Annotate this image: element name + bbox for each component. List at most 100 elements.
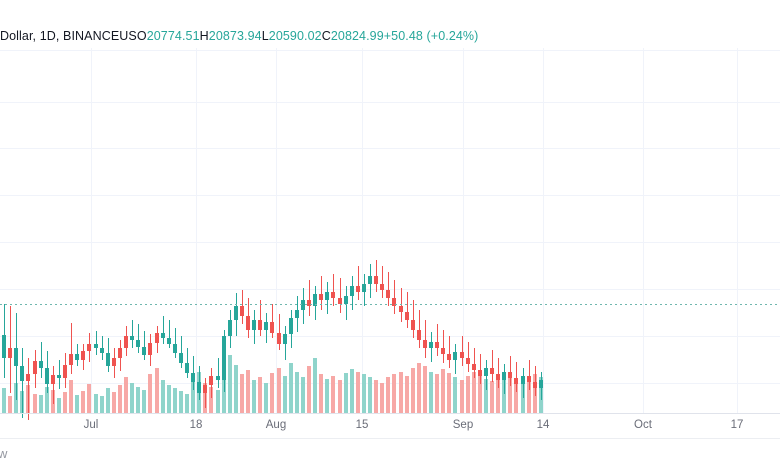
candle-wick [358, 266, 359, 300]
candle-body [423, 340, 427, 348]
legend-high-value: 20873.94 [208, 29, 262, 43]
candle-body [277, 333, 281, 344]
candle-body [8, 348, 12, 358]
volume-bar [527, 378, 531, 413]
volume-bar [2, 388, 6, 413]
horizontal-gridline [0, 242, 780, 243]
tradingview-watermark: w [0, 446, 8, 461]
candle-body [313, 294, 317, 306]
candle-body [447, 354, 451, 360]
candle-wick [163, 316, 164, 344]
volume-bar [87, 384, 91, 413]
volume-bar [374, 379, 378, 413]
candle-body [411, 320, 415, 330]
candle-body [240, 306, 244, 316]
volume-bar [118, 385, 122, 413]
candle-body [100, 348, 104, 353]
volume-bar [350, 368, 354, 413]
horizontal-gridline [0, 383, 780, 384]
candle-body [20, 366, 24, 381]
candle-body [362, 284, 366, 292]
volume-bar [466, 375, 470, 413]
candle-wick [279, 314, 280, 350]
volume-bar [386, 377, 390, 413]
volume-bar [228, 355, 232, 413]
time-axis[interactable]: Jul 18 Aug 15 Sep 14 Oct 17 [0, 413, 780, 438]
vertical-gridline [737, 48, 738, 413]
candle-wick [382, 266, 383, 298]
volume-bar [75, 395, 79, 413]
candle-body [197, 382, 201, 393]
volume-bar [63, 392, 67, 413]
candle-wick [529, 360, 530, 390]
volume-bar [106, 388, 110, 413]
volume-bar [270, 373, 274, 413]
candle-body [502, 372, 506, 380]
volume-bar [167, 385, 171, 413]
candle-body [472, 364, 476, 370]
volume-bar [392, 374, 396, 413]
candle-body [405, 312, 409, 320]
volume-bar [240, 374, 244, 413]
vertical-gridline [543, 48, 544, 413]
candle-wick [22, 348, 23, 418]
volume-bar [338, 379, 342, 413]
legend-close-key: C [321, 29, 331, 43]
candle-body [69, 354, 73, 365]
volume-bar [136, 386, 140, 413]
volume-bar [258, 377, 262, 413]
candle-wick [218, 358, 219, 388]
volume-bar [453, 377, 457, 413]
candle-wick [260, 300, 261, 336]
volume-bar [179, 390, 183, 413]
candle-body [191, 373, 195, 382]
volume-bar [57, 397, 61, 413]
volume-bar [417, 363, 421, 413]
candle-body [2, 335, 6, 358]
legend-low-key: L [261, 29, 269, 43]
candle-wick [138, 324, 139, 353]
candle-wick [321, 276, 322, 310]
candle-body [521, 376, 525, 384]
candle-wick [419, 310, 420, 348]
current-price-line [0, 304, 780, 305]
volume-bar [508, 375, 512, 413]
volume-bar [209, 386, 213, 413]
candle-wick [340, 278, 341, 313]
candle-body [26, 374, 30, 381]
candle-body [228, 320, 232, 336]
volume-bar [423, 366, 427, 413]
candle-body [508, 372, 512, 378]
volume-bar [39, 395, 43, 413]
candle-body [209, 376, 213, 385]
volume-bar [130, 382, 134, 413]
candle-body [453, 352, 457, 360]
candle-body [185, 363, 189, 373]
volume-bar [435, 374, 439, 413]
candle-body [356, 286, 360, 292]
candle-body [270, 322, 274, 333]
time-axis-separator [0, 413, 780, 414]
legend-low-value: 20590.02 [268, 29, 322, 43]
candle-body [490, 368, 494, 374]
candle-wick [333, 274, 334, 306]
volume-bar [313, 357, 317, 413]
horizontal-gridline [0, 289, 780, 290]
volume-bar [100, 396, 104, 413]
candle-body [75, 354, 79, 360]
candle-body [216, 376, 220, 380]
candle-body [45, 368, 49, 384]
candle-body [81, 351, 85, 360]
candle-wick [413, 300, 414, 338]
volume-bar [301, 377, 305, 413]
price-plot-area[interactable] [0, 48, 780, 420]
candle-body [380, 284, 384, 290]
candle-body [478, 370, 482, 376]
candle-wick [443, 330, 444, 363]
candle-body [283, 334, 287, 344]
volume-bar [362, 374, 366, 413]
vertical-gridline [196, 48, 197, 413]
time-axis-tick: Sep [452, 419, 474, 431]
volume-bar [112, 392, 116, 413]
horizontal-gridline [0, 148, 780, 149]
